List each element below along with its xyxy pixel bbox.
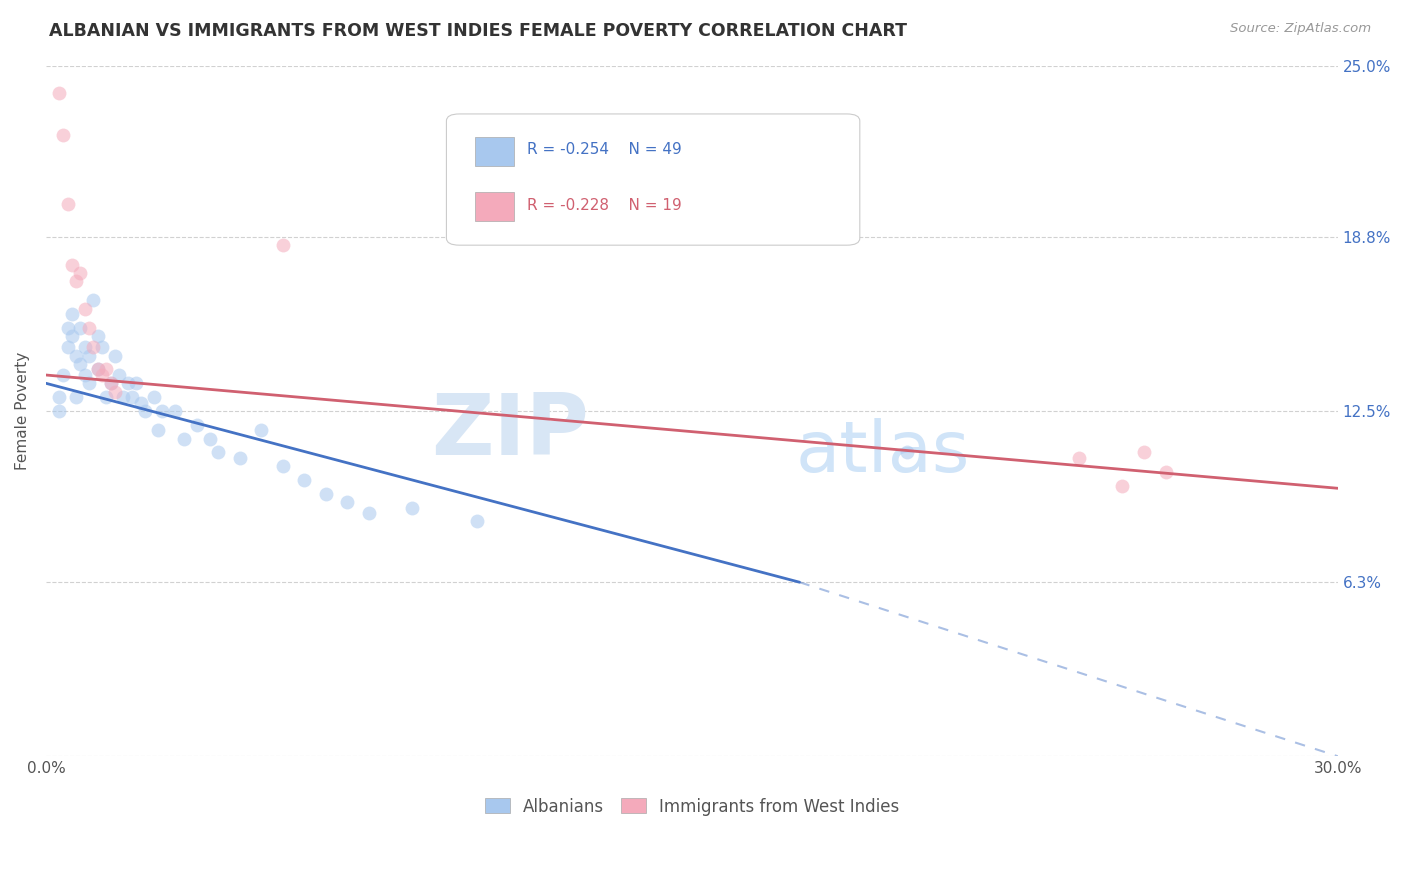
Point: [48, 87, 70, 101]
Point: [69, 357, 91, 371]
Text: Source: ZipAtlas.com: Source: ZipAtlas.com: [1230, 22, 1371, 36]
Point: [60, 307, 83, 321]
Point: [129, 395, 152, 409]
Point: [82, 340, 104, 354]
Point: [530, 211, 553, 225]
Point: [271, 459, 294, 474]
Point: [48, 404, 70, 418]
Point: [77, 376, 100, 391]
Point: [100, 376, 122, 391]
Point: [60, 329, 83, 343]
Point: [465, 515, 488, 529]
Point: [73, 368, 96, 382]
Point: [1069, 450, 1091, 465]
Point: [250, 423, 273, 437]
Point: [56, 196, 79, 211]
Point: [69, 321, 91, 335]
Point: [52, 128, 75, 142]
Point: [125, 376, 148, 391]
Point: [100, 376, 122, 391]
Point: [292, 473, 315, 487]
Point: [165, 404, 187, 418]
Point: [65, 349, 87, 363]
Text: R = -0.254    N = 49: R = -0.254 N = 49: [526, 143, 682, 157]
Point: [108, 368, 131, 382]
Point: [65, 274, 87, 288]
Point: [595, 211, 617, 225]
Text: ZIP: ZIP: [430, 390, 589, 473]
Point: [1154, 465, 1177, 479]
Point: [229, 450, 252, 465]
Point: [146, 423, 169, 437]
Point: [96, 362, 118, 376]
Point: [86, 362, 108, 376]
Point: [77, 349, 100, 363]
Point: [357, 506, 380, 520]
Point: [1111, 478, 1133, 492]
Point: [52, 368, 75, 382]
Point: [1133, 445, 1156, 459]
Point: [73, 301, 96, 316]
Point: [56, 340, 79, 354]
Point: [96, 390, 118, 404]
Point: [69, 266, 91, 280]
Point: [112, 390, 135, 404]
Point: [198, 432, 221, 446]
Bar: [475, 192, 513, 221]
Point: [65, 390, 87, 404]
Point: [104, 349, 127, 363]
Point: [336, 495, 359, 509]
Text: atlas: atlas: [796, 417, 970, 487]
Point: [150, 404, 173, 418]
Y-axis label: Female Poverty: Female Poverty: [15, 351, 30, 470]
Point: [73, 340, 96, 354]
Point: [86, 329, 108, 343]
Bar: [475, 136, 513, 166]
Text: R = -0.228    N = 19: R = -0.228 N = 19: [526, 198, 682, 212]
Point: [60, 258, 83, 272]
Point: [104, 384, 127, 399]
Point: [207, 445, 229, 459]
Point: [896, 445, 918, 459]
Point: [134, 404, 156, 418]
FancyBboxPatch shape: [447, 114, 860, 245]
Point: [186, 417, 208, 432]
Point: [401, 500, 423, 515]
Point: [142, 390, 165, 404]
Point: [48, 390, 70, 404]
Point: [271, 238, 294, 252]
Point: [91, 368, 114, 382]
Point: [86, 362, 108, 376]
Point: [117, 376, 139, 391]
Point: [121, 390, 143, 404]
Point: [77, 321, 100, 335]
Point: [173, 432, 195, 446]
Point: [91, 340, 114, 354]
Point: [82, 293, 104, 308]
Text: ALBANIAN VS IMMIGRANTS FROM WEST INDIES FEMALE POVERTY CORRELATION CHART: ALBANIAN VS IMMIGRANTS FROM WEST INDIES …: [49, 22, 907, 40]
Point: [315, 487, 337, 501]
Legend: Albanians, Immigrants from West Indies: Albanians, Immigrants from West Indies: [477, 789, 907, 824]
Point: [56, 321, 79, 335]
